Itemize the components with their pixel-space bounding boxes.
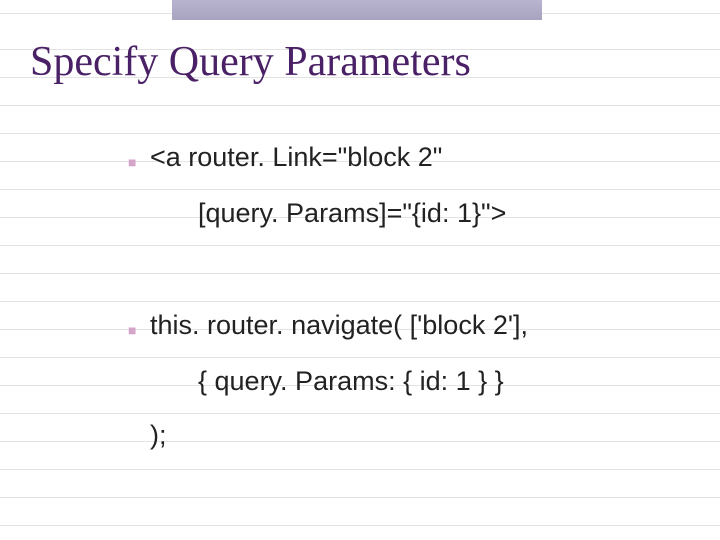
bullet-icon: ■ <box>128 322 136 338</box>
code-line-1: <a router. Link="block 2" <box>150 142 442 173</box>
slide-container: Specify Query Parameters ■ <a router. Li… <box>0 0 720 540</box>
code-line-5: ); <box>150 420 167 451</box>
code-line-3: this. router. navigate( ['block 2'], <box>150 310 528 341</box>
slide-title: Specify Query Parameters <box>30 38 471 86</box>
top-accent-bar <box>172 0 542 20</box>
code-line-4: { query. Params: { id: 1 } } <box>198 366 504 397</box>
code-line-2: [query. Params]="{id: 1}"> <box>198 198 506 229</box>
bullet-icon: ■ <box>128 154 136 170</box>
